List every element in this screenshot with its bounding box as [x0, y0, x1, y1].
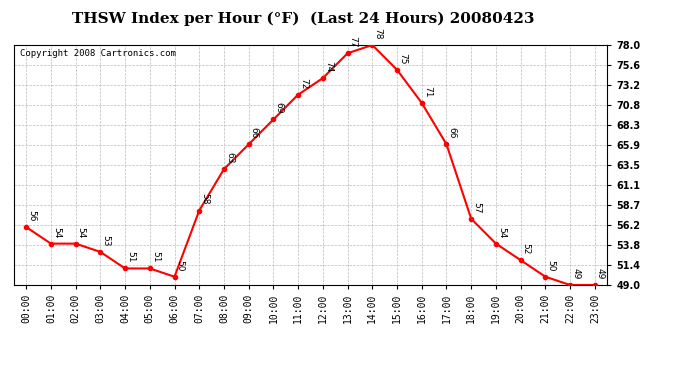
Text: 75: 75 [398, 53, 407, 64]
Text: 49: 49 [571, 268, 580, 279]
Text: 66: 66 [250, 127, 259, 139]
Text: 74: 74 [324, 61, 333, 72]
Text: THSW Index per Hour (°F)  (Last 24 Hours) 20080423: THSW Index per Hour (°F) (Last 24 Hours)… [72, 11, 535, 26]
Text: 53: 53 [101, 235, 110, 246]
Text: 69: 69 [275, 102, 284, 114]
Text: 50: 50 [546, 260, 555, 271]
Text: 49: 49 [596, 268, 605, 279]
Text: 56: 56 [27, 210, 36, 222]
Text: 50: 50 [175, 260, 184, 271]
Text: 57: 57 [472, 202, 481, 213]
Text: 51: 51 [126, 251, 135, 263]
Text: Copyright 2008 Cartronics.com: Copyright 2008 Cartronics.com [20, 49, 176, 58]
Text: 54: 54 [77, 227, 86, 238]
Text: 71: 71 [423, 86, 432, 98]
Text: 72: 72 [299, 78, 308, 89]
Text: 54: 54 [497, 227, 506, 238]
Text: 63: 63 [225, 152, 234, 164]
Text: 52: 52 [522, 243, 531, 255]
Text: 54: 54 [52, 227, 61, 238]
Text: 78: 78 [373, 28, 382, 39]
Text: 58: 58 [200, 194, 209, 205]
Text: 77: 77 [348, 36, 357, 48]
Text: 66: 66 [448, 127, 457, 139]
Text: 51: 51 [151, 251, 160, 263]
